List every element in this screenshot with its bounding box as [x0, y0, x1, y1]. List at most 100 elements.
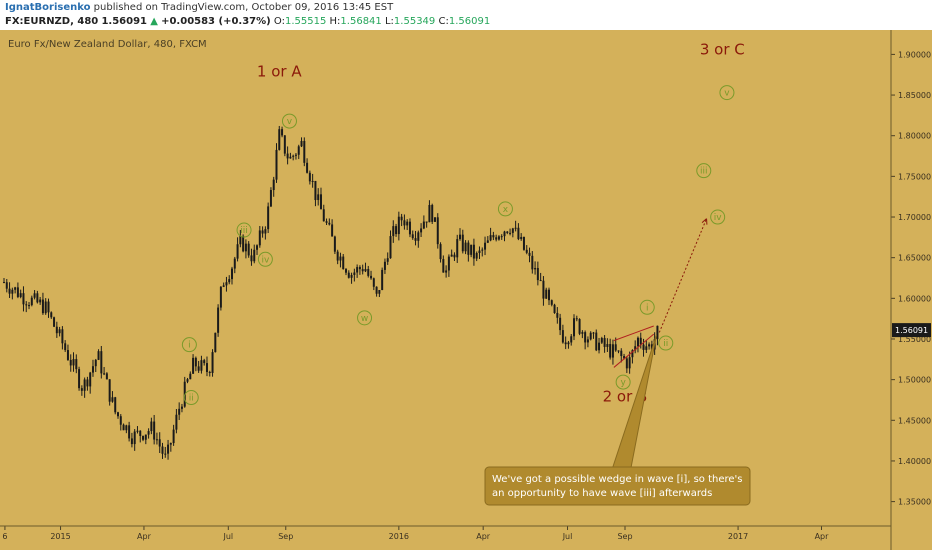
wave-circle-label: y	[620, 378, 626, 388]
candle-body	[314, 180, 317, 201]
author-link[interactable]: IgnatBorisenko	[5, 2, 91, 13]
candle-body	[603, 338, 606, 347]
candle-body	[47, 301, 50, 313]
candle-body	[322, 209, 325, 222]
candle-body	[78, 369, 81, 389]
price-tick-label: 1.90000	[898, 50, 931, 59]
candle-body	[119, 416, 122, 425]
candle-body	[534, 267, 537, 270]
candle-body	[122, 424, 125, 431]
candle-body	[481, 249, 484, 251]
candle-body	[86, 379, 89, 387]
candle-body	[108, 379, 111, 402]
candle-body	[267, 206, 270, 230]
candle-body	[539, 280, 542, 282]
wave-degree-label: 1 or A	[257, 62, 302, 80]
candle-body	[269, 190, 272, 207]
candle-body	[420, 228, 423, 233]
candle-body	[503, 231, 506, 237]
candle-body	[573, 318, 576, 337]
last-price: 1.56091	[101, 16, 148, 27]
candle-body	[208, 371, 211, 373]
low-label: L:	[384, 16, 394, 27]
time-axis[interactable]: 6 2015 Apr Jul Sep 2016 Apr Jul Sep 2017 Apr	[2, 526, 829, 541]
candle-body	[492, 235, 495, 238]
candle-body	[105, 373, 108, 380]
candle-body	[370, 275, 373, 279]
candle-body	[611, 344, 614, 358]
candle-body	[489, 235, 492, 241]
candle-body	[356, 267, 359, 273]
candle-body	[620, 350, 623, 357]
candle-body	[41, 299, 44, 314]
candle-body	[328, 222, 331, 225]
wave-circle	[696, 163, 712, 179]
candle-body	[628, 357, 631, 369]
candle-body	[250, 255, 253, 262]
candle-body	[278, 129, 281, 150]
candle-body	[236, 244, 239, 259]
candle-body	[472, 244, 475, 259]
candle-body	[486, 240, 489, 243]
candle-body	[484, 242, 487, 250]
price-chart[interactable]: Euro Fx/New Zealand Dollar, 480, FXCM ii…	[0, 30, 932, 550]
candle-body	[547, 289, 550, 301]
callout-box	[484, 466, 751, 506]
time-tick-label: 2017	[728, 532, 748, 541]
candle-body	[283, 135, 286, 154]
candle-body	[19, 293, 22, 297]
candle-body	[431, 204, 434, 222]
candle-body	[300, 140, 303, 147]
candle-body	[117, 412, 120, 417]
candle-body	[447, 256, 450, 271]
candle-body	[495, 237, 498, 240]
candle-body	[142, 435, 145, 440]
wave-degree-label: 3 or C	[700, 40, 745, 58]
candle-body	[205, 363, 208, 372]
candle-body	[247, 243, 250, 256]
candle-body	[286, 153, 289, 159]
candle-body	[342, 256, 345, 270]
candle-series	[3, 125, 659, 460]
candle-body	[561, 330, 564, 343]
candle-body	[178, 408, 181, 415]
open-value: 1.55515	[284, 16, 327, 27]
candle-body	[297, 146, 300, 155]
high-value: 1.56841	[340, 16, 382, 27]
candle-body	[656, 325, 659, 340]
candle-body	[567, 342, 570, 345]
candle-body	[408, 221, 411, 235]
time-tick-label: Apr	[476, 532, 491, 541]
price-tick-label: 1.50000	[898, 376, 931, 385]
price-axis[interactable]: 1.90000 1.85000 1.80000 1.75000 1.70000 1.650…	[891, 50, 931, 507]
candle-body	[139, 430, 142, 436]
candle-body	[16, 287, 19, 297]
wave-circle	[497, 201, 513, 217]
candle-body	[11, 289, 14, 294]
candle-body	[225, 282, 228, 286]
candle-body	[66, 350, 69, 360]
price-axis-background	[891, 30, 932, 550]
candle-body	[211, 352, 214, 373]
candle-body	[383, 261, 386, 270]
candle-body	[222, 285, 225, 287]
symbol-interval[interactable]: FX:EURNZD, 480	[5, 16, 99, 27]
candle-body	[5, 282, 8, 289]
callout-text-line-2: an opportunity to have wave [iii] afterw…	[492, 488, 712, 499]
candle-body	[525, 249, 528, 253]
projection-arrow-icon	[701, 218, 708, 225]
candle-body	[275, 149, 278, 180]
candle-body	[645, 346, 648, 350]
wave-circle-label: x	[503, 205, 509, 215]
idea-callout: We've got a possible wedge in wave [i], …	[484, 334, 751, 506]
wave-circle-label: i	[188, 341, 191, 351]
candle-body	[606, 344, 609, 347]
candle-body	[506, 231, 509, 233]
candle-body	[578, 319, 581, 334]
quote-line: FX:EURNZD, 480 1.56091 ▲ +0.00583 (+0.37…	[5, 16, 490, 27]
wave-circle-label: i	[646, 303, 649, 313]
candle-body	[545, 289, 548, 299]
candle-body	[61, 329, 64, 344]
candle-body	[511, 228, 514, 233]
close-label: C:	[438, 16, 449, 27]
